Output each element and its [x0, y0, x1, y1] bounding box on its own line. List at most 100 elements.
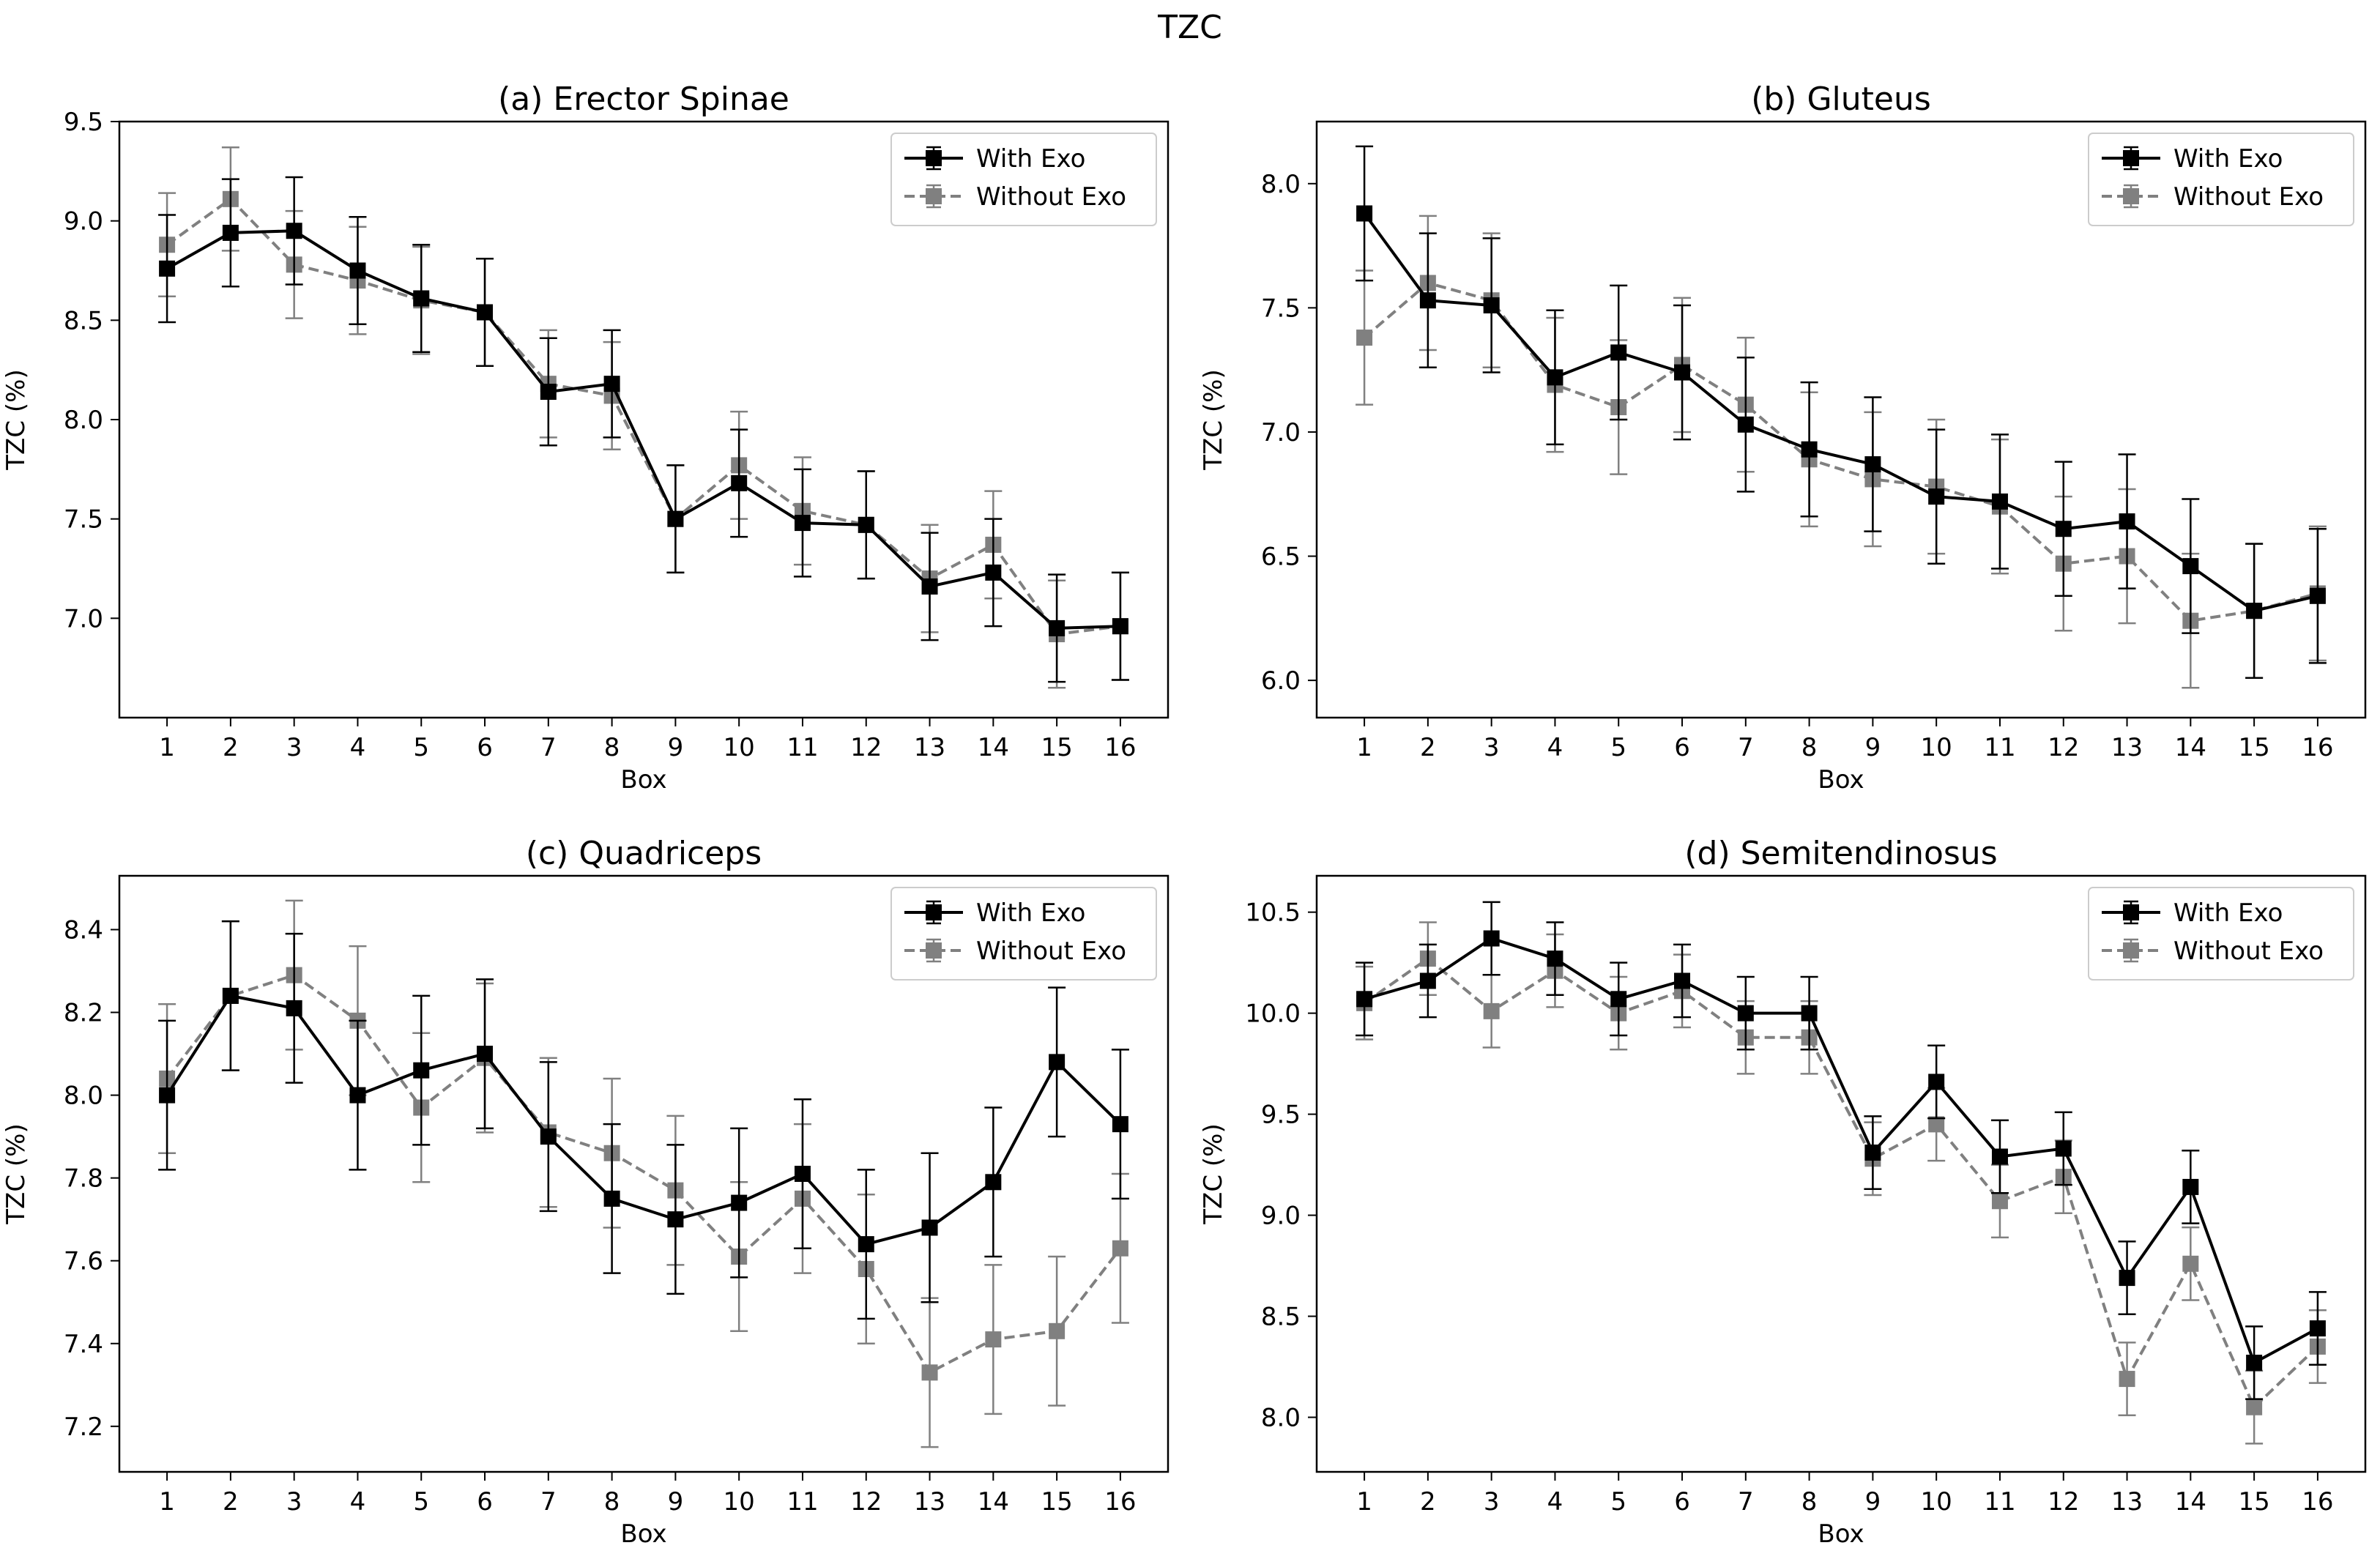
y-axis-label: TZC (%): [1, 369, 31, 470]
x-tick-label: 15: [2238, 1487, 2269, 1517]
data-point: [1737, 1005, 1754, 1022]
x-tick-label: 13: [914, 733, 945, 762]
x-tick-label: 3: [1484, 733, 1500, 762]
legend-label: Without Exo: [2173, 937, 2324, 966]
x-tick-label: 7: [1738, 1487, 1754, 1517]
data-point: [477, 304, 494, 321]
data-point: [921, 578, 938, 595]
data-point: [731, 475, 748, 491]
legend-swatch-marker: [2123, 904, 2139, 920]
series-with-exo: [1356, 145, 2327, 679]
data-point: [603, 1190, 620, 1207]
data-point: [222, 224, 239, 241]
data-point: [985, 1331, 1002, 1348]
y-tick-label: 8.0: [64, 406, 103, 435]
x-tick-label: 9: [668, 1487, 684, 1517]
axes-frame: [1315, 874, 2367, 1473]
series-line: [166, 994, 1122, 1246]
data-point: [1928, 488, 1945, 505]
data-point: [1356, 991, 1373, 1008]
y-tick-label: 7.5: [64, 505, 103, 535]
y-tick-label: 9.0: [64, 207, 103, 237]
data-point: [603, 376, 620, 392]
x-tick-label: 3: [1484, 1487, 1500, 1517]
panel-title: (b) Gluteus: [1751, 81, 1931, 118]
data-point: [1864, 456, 1881, 473]
legend-frame: [2088, 133, 2354, 226]
legend-label: With Exo: [2173, 898, 2283, 928]
x-tick-label: 1: [159, 1487, 175, 1517]
data-point: [1991, 1193, 2008, 1210]
x-axis-label: Box: [1818, 765, 1864, 795]
legend-swatch-marker: [2123, 188, 2139, 204]
y-tick-label: 8.0: [64, 1082, 103, 1111]
x-tick-label: 7: [540, 1487, 557, 1517]
y-axis-label: TZC (%): [1199, 1123, 1228, 1224]
y-tick-label: 7.4: [64, 1330, 103, 1359]
legend-swatch-marker: [926, 188, 942, 204]
data-point: [667, 1211, 684, 1228]
x-tick-label: 6: [477, 733, 493, 762]
data-point: [2309, 1320, 2326, 1337]
x-tick-label: 14: [2175, 1487, 2206, 1517]
data-point: [2182, 558, 2199, 575]
x-tick-label: 9: [1865, 1487, 1881, 1517]
legend-swatch-marker: [926, 150, 942, 166]
data-point: [159, 260, 176, 277]
x-tick-label: 5: [1610, 733, 1626, 762]
data-point: [2055, 1140, 2072, 1157]
data-point: [1049, 619, 1066, 636]
axes-frame: [118, 120, 1169, 719]
x-tick-label: 13: [914, 1487, 945, 1517]
x-tick-label: 6: [1674, 733, 1690, 762]
x-tick-label: 11: [786, 1487, 818, 1517]
x-tick-label: 4: [1547, 1487, 1563, 1517]
y-tick-label: 9.5: [64, 108, 103, 137]
legend-label: Without Exo: [976, 937, 1126, 966]
series-line: [166, 973, 1122, 1374]
data-point: [1049, 1322, 1066, 1339]
series-line: [166, 229, 1120, 630]
data-point: [477, 1046, 494, 1063]
x-tick-label: 3: [286, 1487, 302, 1517]
data-point: [1928, 1074, 1945, 1090]
y-tick-label: 10.5: [1245, 898, 1301, 928]
data-point: [921, 1219, 938, 1236]
x-tick-label: 1: [1356, 733, 1372, 762]
y-tick-label: 7.2: [64, 1413, 103, 1442]
x-tick-label: 15: [2238, 733, 2269, 762]
legend-label: With Exo: [2173, 144, 2283, 174]
x-tick-label: 10: [724, 733, 755, 762]
series-line: [1364, 937, 2318, 1365]
data-point: [1864, 1145, 1881, 1161]
data-point: [2119, 1371, 2135, 1388]
data-point: [1737, 416, 1754, 433]
data-point: [222, 987, 239, 1004]
x-tick-label: 5: [1610, 1487, 1626, 1517]
legend-swatch-marker: [926, 942, 942, 959]
x-tick-label: 16: [2302, 733, 2333, 762]
data-point: [349, 262, 366, 279]
x-tick-label: 10: [724, 1487, 755, 1517]
x-tick-label: 5: [413, 733, 429, 762]
x-tick-label: 14: [978, 1487, 1009, 1517]
data-point: [1419, 972, 1436, 989]
data-point: [2182, 1255, 2199, 1272]
x-axis-label: Box: [620, 765, 666, 795]
data-point: [1801, 1005, 1818, 1022]
y-tick-label: 6.0: [1261, 666, 1301, 696]
x-axis-label: Box: [1818, 1519, 1864, 1549]
panel-title: (c) Quadriceps: [526, 835, 762, 872]
series-without-exo: [158, 146, 1129, 689]
data-point: [794, 1166, 811, 1182]
legend-swatch-marker: [2123, 150, 2139, 166]
series-with-exo: [158, 920, 1129, 1320]
data-point: [2309, 587, 2326, 604]
data-point: [1419, 292, 1436, 309]
x-tick-label: 10: [1921, 1487, 1952, 1517]
data-point: [1991, 1148, 2008, 1165]
legend-frame: [2088, 887, 2354, 981]
y-tick-label: 9.0: [1261, 1202, 1301, 1231]
